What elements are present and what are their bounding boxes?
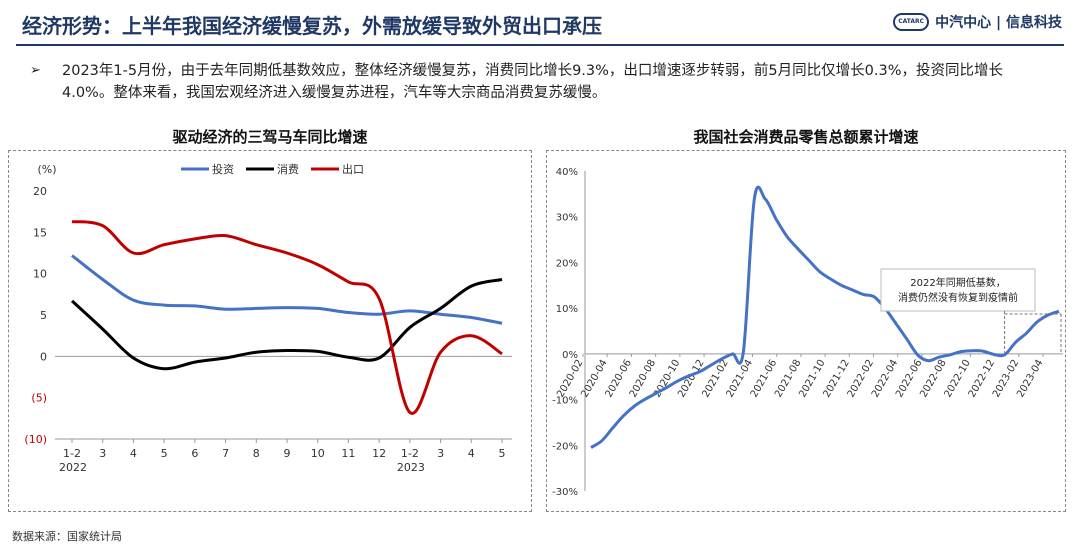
y-tick-label: -30% [552,487,578,498]
summary-bullet: ➢ 2023年1-5月份，由于去年同期低基数效应，整体经济缓慢复苏，消费同比增长… [30,60,1040,104]
x-tick-label: 11 [341,447,355,460]
x-tick-label: 1-2 [63,447,81,460]
series-line-0 [71,254,503,325]
x-tick-label: 4 [130,447,137,460]
annotation-box [880,268,1036,312]
y-tick-label: 30% [556,213,578,224]
year-label: 2023 [397,461,425,474]
brand-name: 中汽中心 | 信息科技 [935,15,1062,31]
x-tick-label: 8 [253,447,260,460]
brand: CATARC 中汽中心 | 信息科技 [893,12,1062,32]
chart-2-title: 我国社会消费品零售总额累计增速 [693,128,919,146]
y-tick-label: 15 [33,226,47,239]
y-tick-label: 10% [556,304,578,315]
x-tick-label: 3 [437,447,444,460]
y-tick-label: 0% [562,350,578,361]
y-tick-label: -20% [552,441,578,452]
title-bar: 经济形势：上半年我国经济缓慢复苏，外需放缓导致外贸出口承压 CATARC 中汽中… [0,0,1080,46]
chart-2-panel: 40% 30% 20% 10% 0% -10% -20% -30% 2020-02 2020-04… [546,150,1066,512]
y-tick-label: 20% [556,258,578,269]
y-tick-label: -10% [552,396,578,407]
title-divider [16,44,1064,46]
data-source: 数据来源：国家统计局 [12,530,122,543]
chart-1-svg: (%) 20 15 10 5 0 (5) (10) 1-2 3 4 5 6 7 8 9 10 11 12 1-2 3 4 5… [24,162,512,474]
y-tick-label: (10) [24,433,47,446]
x-tick-label: 10 [311,447,325,460]
page-title: 经济形势：上半年我国经济缓慢复苏，外需放缓导致外贸出口承压 [22,14,602,38]
chart-2-svg: 40%30%20%10%0%-10%-20%-30%2020-022020-04… [552,167,1063,498]
x-tick-label: 9 [284,447,291,460]
y-tick-label: 40% [556,167,578,178]
x-tick-label: 12 [372,447,386,460]
x-tick-label: 5 [161,447,168,460]
summary-text: 2023年1-5月份，由于去年同期低基数效应，整体经济缓慢复苏，消费同比增长9.… [62,63,1003,101]
y-axis-unit: (%) [37,163,56,176]
bullet-arrow-icon: ➢ [30,63,41,78]
y-tick-label: 10 [33,268,47,281]
series-line-1 [70,278,503,371]
y-tick-label: 5 [40,309,47,322]
series-line-2 [71,220,503,415]
legend-label-1: 消费 [277,162,299,176]
chart-1-title: 驱动经济的三驾马车同比增速 [172,128,368,146]
retail-growth-line [590,185,1060,449]
x-tick-label: 5 [499,447,506,460]
x-tick-label: 4 [468,447,475,460]
x-tick-label: 7 [222,447,229,460]
legend-label-0: 投资 [212,162,234,176]
chart-1-panel: (%) 20 15 10 5 0 (5) (10) 1-2 3 4 5 6 7 8 9 10 11 12 1-2 3 4 5… [8,150,532,512]
y-tick-label: 20 [33,185,47,198]
x-tick-label: 6 [191,447,198,460]
legend-label-2: 出口 [342,162,364,176]
catarc-logo-icon: CATARC [893,13,930,31]
y-tick-label: 0 [40,350,47,363]
x-tick-label: 3 [99,447,106,460]
x-tick-label: 1-2 [401,447,419,460]
y-tick-label: (5) [31,392,47,405]
annotation-text: 2022年同期低基数，消费仍然没有恢复到疫情前 [898,276,1018,304]
year-label: 2022 [59,461,87,474]
